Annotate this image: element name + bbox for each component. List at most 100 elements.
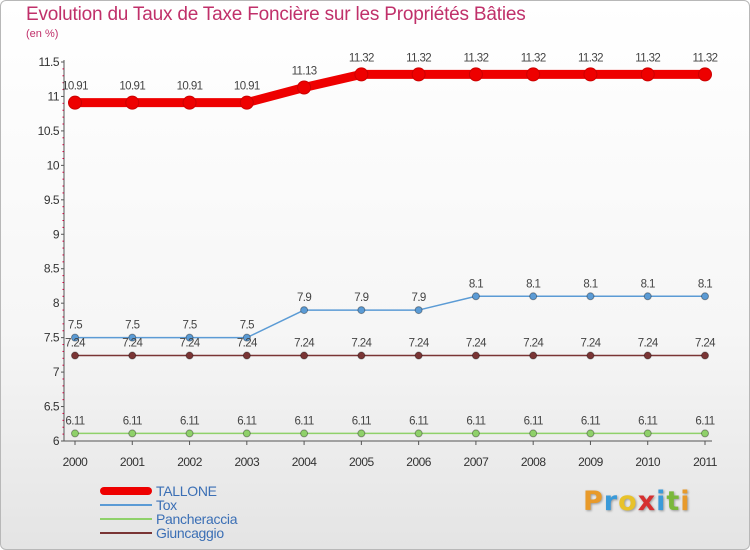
data-label-pancheraccia: 6.11 <box>695 415 714 427</box>
data-point-tox <box>414 306 423 315</box>
data-point-pancheraccia <box>300 429 309 438</box>
y-tick-label: 7 <box>53 365 60 379</box>
y-tick-label: 9 <box>53 227 60 241</box>
data-label-giuncaggio: 7.24 <box>523 338 544 350</box>
x-tick-label: 2008 <box>521 455 547 469</box>
series-line-tox <box>74 295 706 339</box>
data-label-pancheraccia: 6.11 <box>65 415 84 427</box>
data-point-tox <box>701 292 709 301</box>
legend-label-giuncaggio: Giuncaggio <box>156 525 224 541</box>
data-label-giuncaggio: 7.24 <box>409 338 430 350</box>
y-tick-label: 10 <box>47 158 60 172</box>
data-label-pancheraccia: 6.11 <box>295 415 314 427</box>
data-label-tox: 7.9 <box>412 292 426 304</box>
data-point-giuncaggio <box>701 351 709 360</box>
legend-item-tox: Tox <box>100 498 237 512</box>
x-tick-label: 2002 <box>177 455 203 469</box>
data-point-pancheraccia <box>357 429 366 438</box>
y-tick-label: 6 <box>53 434 60 448</box>
data-label-tallone: 11.32 <box>349 52 374 64</box>
data-label-tox: 8.1 <box>526 278 540 290</box>
data-label-tallone: 11.32 <box>521 52 546 64</box>
data-point-giuncaggio <box>471 351 480 360</box>
data-point-giuncaggio <box>643 351 652 360</box>
y-tick-label: 11.5 <box>39 55 60 69</box>
data-point-pancheraccia <box>185 429 194 438</box>
data-point-tallone <box>354 67 369 82</box>
data-point-tox <box>471 292 480 301</box>
data-label-giuncaggio: 7.24 <box>237 338 258 350</box>
data-point-tallone <box>698 67 712 82</box>
chart-title: Evolution du Taux de Taxe Foncière sur l… <box>26 4 526 25</box>
data-label-giuncaggio: 7.24 <box>65 338 86 350</box>
data-label-tallone: 11.32 <box>693 52 718 64</box>
data-point-tox <box>300 306 309 315</box>
data-point-giuncaggio <box>414 351 423 360</box>
data-label-tox: 7.9 <box>297 292 311 304</box>
data-label-tox: 7.5 <box>68 320 82 332</box>
data-label-giuncaggio: 7.24 <box>294 338 315 350</box>
data-label-tox: 7.5 <box>125 320 139 332</box>
data-point-pancheraccia <box>471 429 480 438</box>
y-tick-label: 10.5 <box>38 124 60 138</box>
legend-item-pancheraccia: Pancheraccia <box>100 511 238 527</box>
y-tick-label: 6.5 <box>44 400 60 414</box>
proxiti-logo: Proxiti <box>583 486 691 517</box>
data-point-tallone <box>297 80 312 95</box>
y-tick-label: 8 <box>53 296 60 310</box>
logo-letter: i <box>656 486 667 517</box>
data-label-tallone: 11.13 <box>292 65 317 77</box>
x-tick-label: 2006 <box>406 455 432 469</box>
data-point-pancheraccia <box>643 429 652 438</box>
data-point-giuncaggio <box>357 351 366 360</box>
logo-letter: t <box>666 486 681 517</box>
data-point-tox <box>586 292 595 301</box>
data-point-tallone <box>526 67 541 82</box>
data-label-tallone: 11.32 <box>406 52 431 64</box>
data-point-tox <box>242 333 251 342</box>
legend-swatch-tallone <box>100 487 152 495</box>
data-label-pancheraccia: 6.11 <box>524 415 543 427</box>
data-point-pancheraccia <box>586 429 595 438</box>
legend-label-pancheraccia: Pancheraccia <box>156 511 238 527</box>
data-label-tox: 7.5 <box>182 320 196 332</box>
legend-label-tox: Tox <box>156 497 177 513</box>
data-point-tox <box>643 292 652 301</box>
data-label-pancheraccia: 6.11 <box>466 415 485 427</box>
data-point-tox <box>529 292 538 301</box>
data-label-tallone: 10.91 <box>234 81 260 93</box>
data-point-tallone <box>239 95 254 110</box>
data-label-giuncaggio: 7.24 <box>122 338 143 350</box>
data-point-tox <box>185 333 194 342</box>
data-point-giuncaggio <box>242 351 251 360</box>
data-point-pancheraccia <box>128 429 137 438</box>
data-label-tallone: 11.32 <box>578 52 603 64</box>
data-label-tox: 8.1 <box>583 278 597 290</box>
logo-letter: P <box>583 486 604 517</box>
data-label-pancheraccia: 6.11 <box>581 415 600 427</box>
legend-swatch-tox <box>100 504 152 506</box>
x-tick-label: 2000 <box>63 455 89 469</box>
logo-letter: i <box>680 486 691 517</box>
data-label-pancheraccia: 6.11 <box>237 415 256 427</box>
data-point-pancheraccia <box>701 429 709 438</box>
data-label-giuncaggio: 7.24 <box>580 338 601 350</box>
data-label-tox: 8.1 <box>641 278 655 290</box>
x-tick-label: 2009 <box>578 455 604 469</box>
data-label-tox: 8.1 <box>698 278 712 290</box>
x-tick-label: 2001 <box>120 455 146 469</box>
y-tick-label: 11 <box>48 89 60 103</box>
legend-item-tallone: TALLONE <box>100 484 237 498</box>
data-label-tallone: 10.91 <box>177 81 203 93</box>
data-point-tallone <box>411 67 426 82</box>
data-point-tallone <box>640 67 655 82</box>
legend-swatch-pancheraccia <box>100 518 152 520</box>
x-tick-label: 2010 <box>635 455 661 469</box>
series-line-tallone <box>70 69 710 108</box>
data-point-tox <box>357 306 366 315</box>
x-tick-label: 2007 <box>464 455 490 469</box>
data-point-pancheraccia <box>414 429 423 438</box>
data-point-tallone <box>68 95 82 110</box>
data-label-giuncaggio: 7.24 <box>351 338 372 350</box>
y-tick-label: 7.5 <box>44 331 60 345</box>
